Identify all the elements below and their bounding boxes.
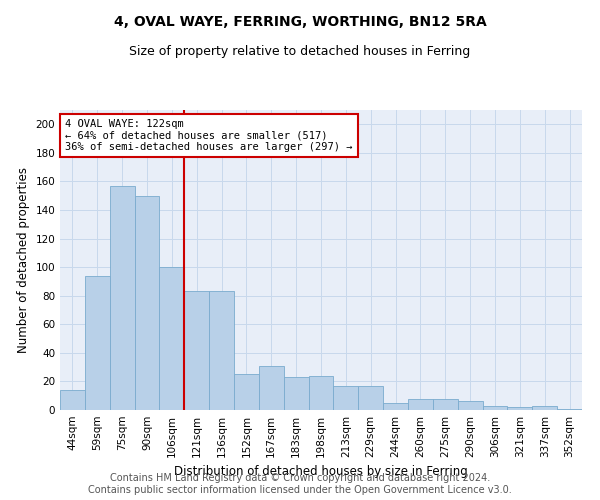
Text: Size of property relative to detached houses in Ferring: Size of property relative to detached ho…	[130, 45, 470, 58]
Bar	[383, 403, 408, 410]
Y-axis label: Number of detached properties: Number of detached properties	[17, 167, 30, 353]
X-axis label: Distribution of detached houses by size in Ferring: Distribution of detached houses by size …	[174, 466, 468, 478]
Bar	[433, 398, 458, 410]
Bar	[60, 390, 85, 410]
Text: 4, OVAL WAYE, FERRING, WORTHING, BN12 5RA: 4, OVAL WAYE, FERRING, WORTHING, BN12 5R…	[113, 15, 487, 29]
Bar	[458, 402, 482, 410]
Bar	[184, 292, 209, 410]
Bar	[234, 374, 259, 410]
Bar	[557, 408, 582, 410]
Text: 4 OVAL WAYE: 122sqm
← 64% of detached houses are smaller (517)
36% of semi-detac: 4 OVAL WAYE: 122sqm ← 64% of detached ho…	[65, 119, 353, 152]
Bar	[482, 406, 508, 410]
Bar	[508, 407, 532, 410]
Bar	[209, 292, 234, 410]
Bar	[532, 406, 557, 410]
Bar	[308, 376, 334, 410]
Bar	[259, 366, 284, 410]
Bar	[284, 377, 308, 410]
Bar	[110, 186, 134, 410]
Bar	[134, 196, 160, 410]
Bar	[358, 386, 383, 410]
Bar	[160, 267, 184, 410]
Bar	[334, 386, 358, 410]
Bar	[85, 276, 110, 410]
Bar	[408, 398, 433, 410]
Text: Contains HM Land Registry data © Crown copyright and database right 2024.
Contai: Contains HM Land Registry data © Crown c…	[88, 474, 512, 495]
